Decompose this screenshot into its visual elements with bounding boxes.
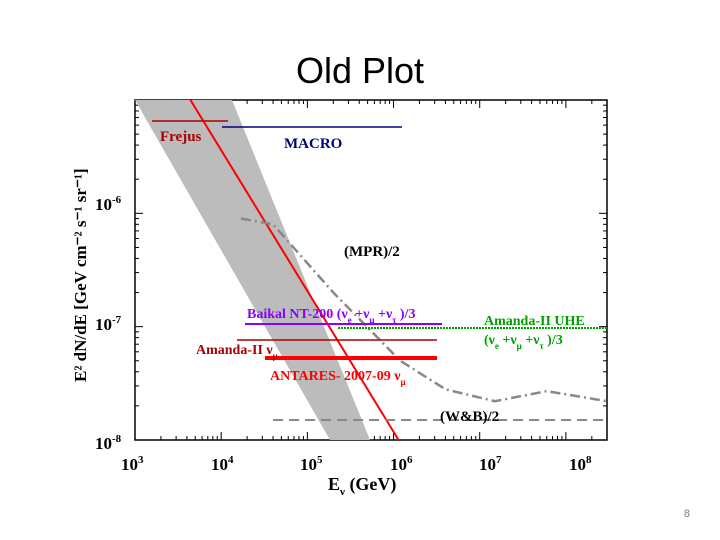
atmospheric-band — [135, 100, 370, 440]
amanda-uhe-sublabel: (νe +νμ +ντ )/3 — [484, 333, 563, 351]
x-axis-label: Eν (GeV) — [328, 474, 396, 498]
axis-ticks — [134, 99, 608, 441]
slide-title: Old Plot — [295, 50, 425, 91]
y-tick-label: 10-6 — [95, 194, 122, 214]
plot-frame — [134, 99, 608, 441]
x-tick-label: 103 — [121, 454, 144, 474]
mpr-label: (MPR)/2 — [344, 244, 400, 260]
x-tick-label: 108 — [569, 454, 592, 474]
y-axis-label: E² dN/dE [GeV cm⁻² s⁻¹ sr⁻¹] — [71, 168, 90, 382]
y-tick-label: 10-8 — [95, 433, 122, 453]
y-tick-label: 10-7 — [95, 314, 122, 334]
mpr-curve — [240, 217, 607, 403]
atmospheric-line — [189, 100, 400, 440]
x-tick-label: 106 — [390, 454, 413, 474]
page-number: 8 — [683, 508, 690, 520]
antares-label: ANTARES- 2007-09 νμ — [270, 369, 406, 387]
macro-label: MACRO — [284, 136, 342, 152]
x-tick-label: 107 — [479, 454, 502, 474]
amanda-nu-label: Amanda-II νμ — [196, 343, 278, 361]
x-tick-label: 105 — [300, 454, 323, 474]
amanda-uhe-label: Amanda-II UHE — [484, 314, 585, 329]
x-tick-label: 104 — [211, 454, 234, 474]
frejus-label: Frejus — [160, 129, 202, 145]
wb-label: (W&B)/2 — [440, 409, 499, 425]
baikal-label: Baikal NT-200 (νe +νμ +ντ )/3 — [247, 307, 415, 325]
